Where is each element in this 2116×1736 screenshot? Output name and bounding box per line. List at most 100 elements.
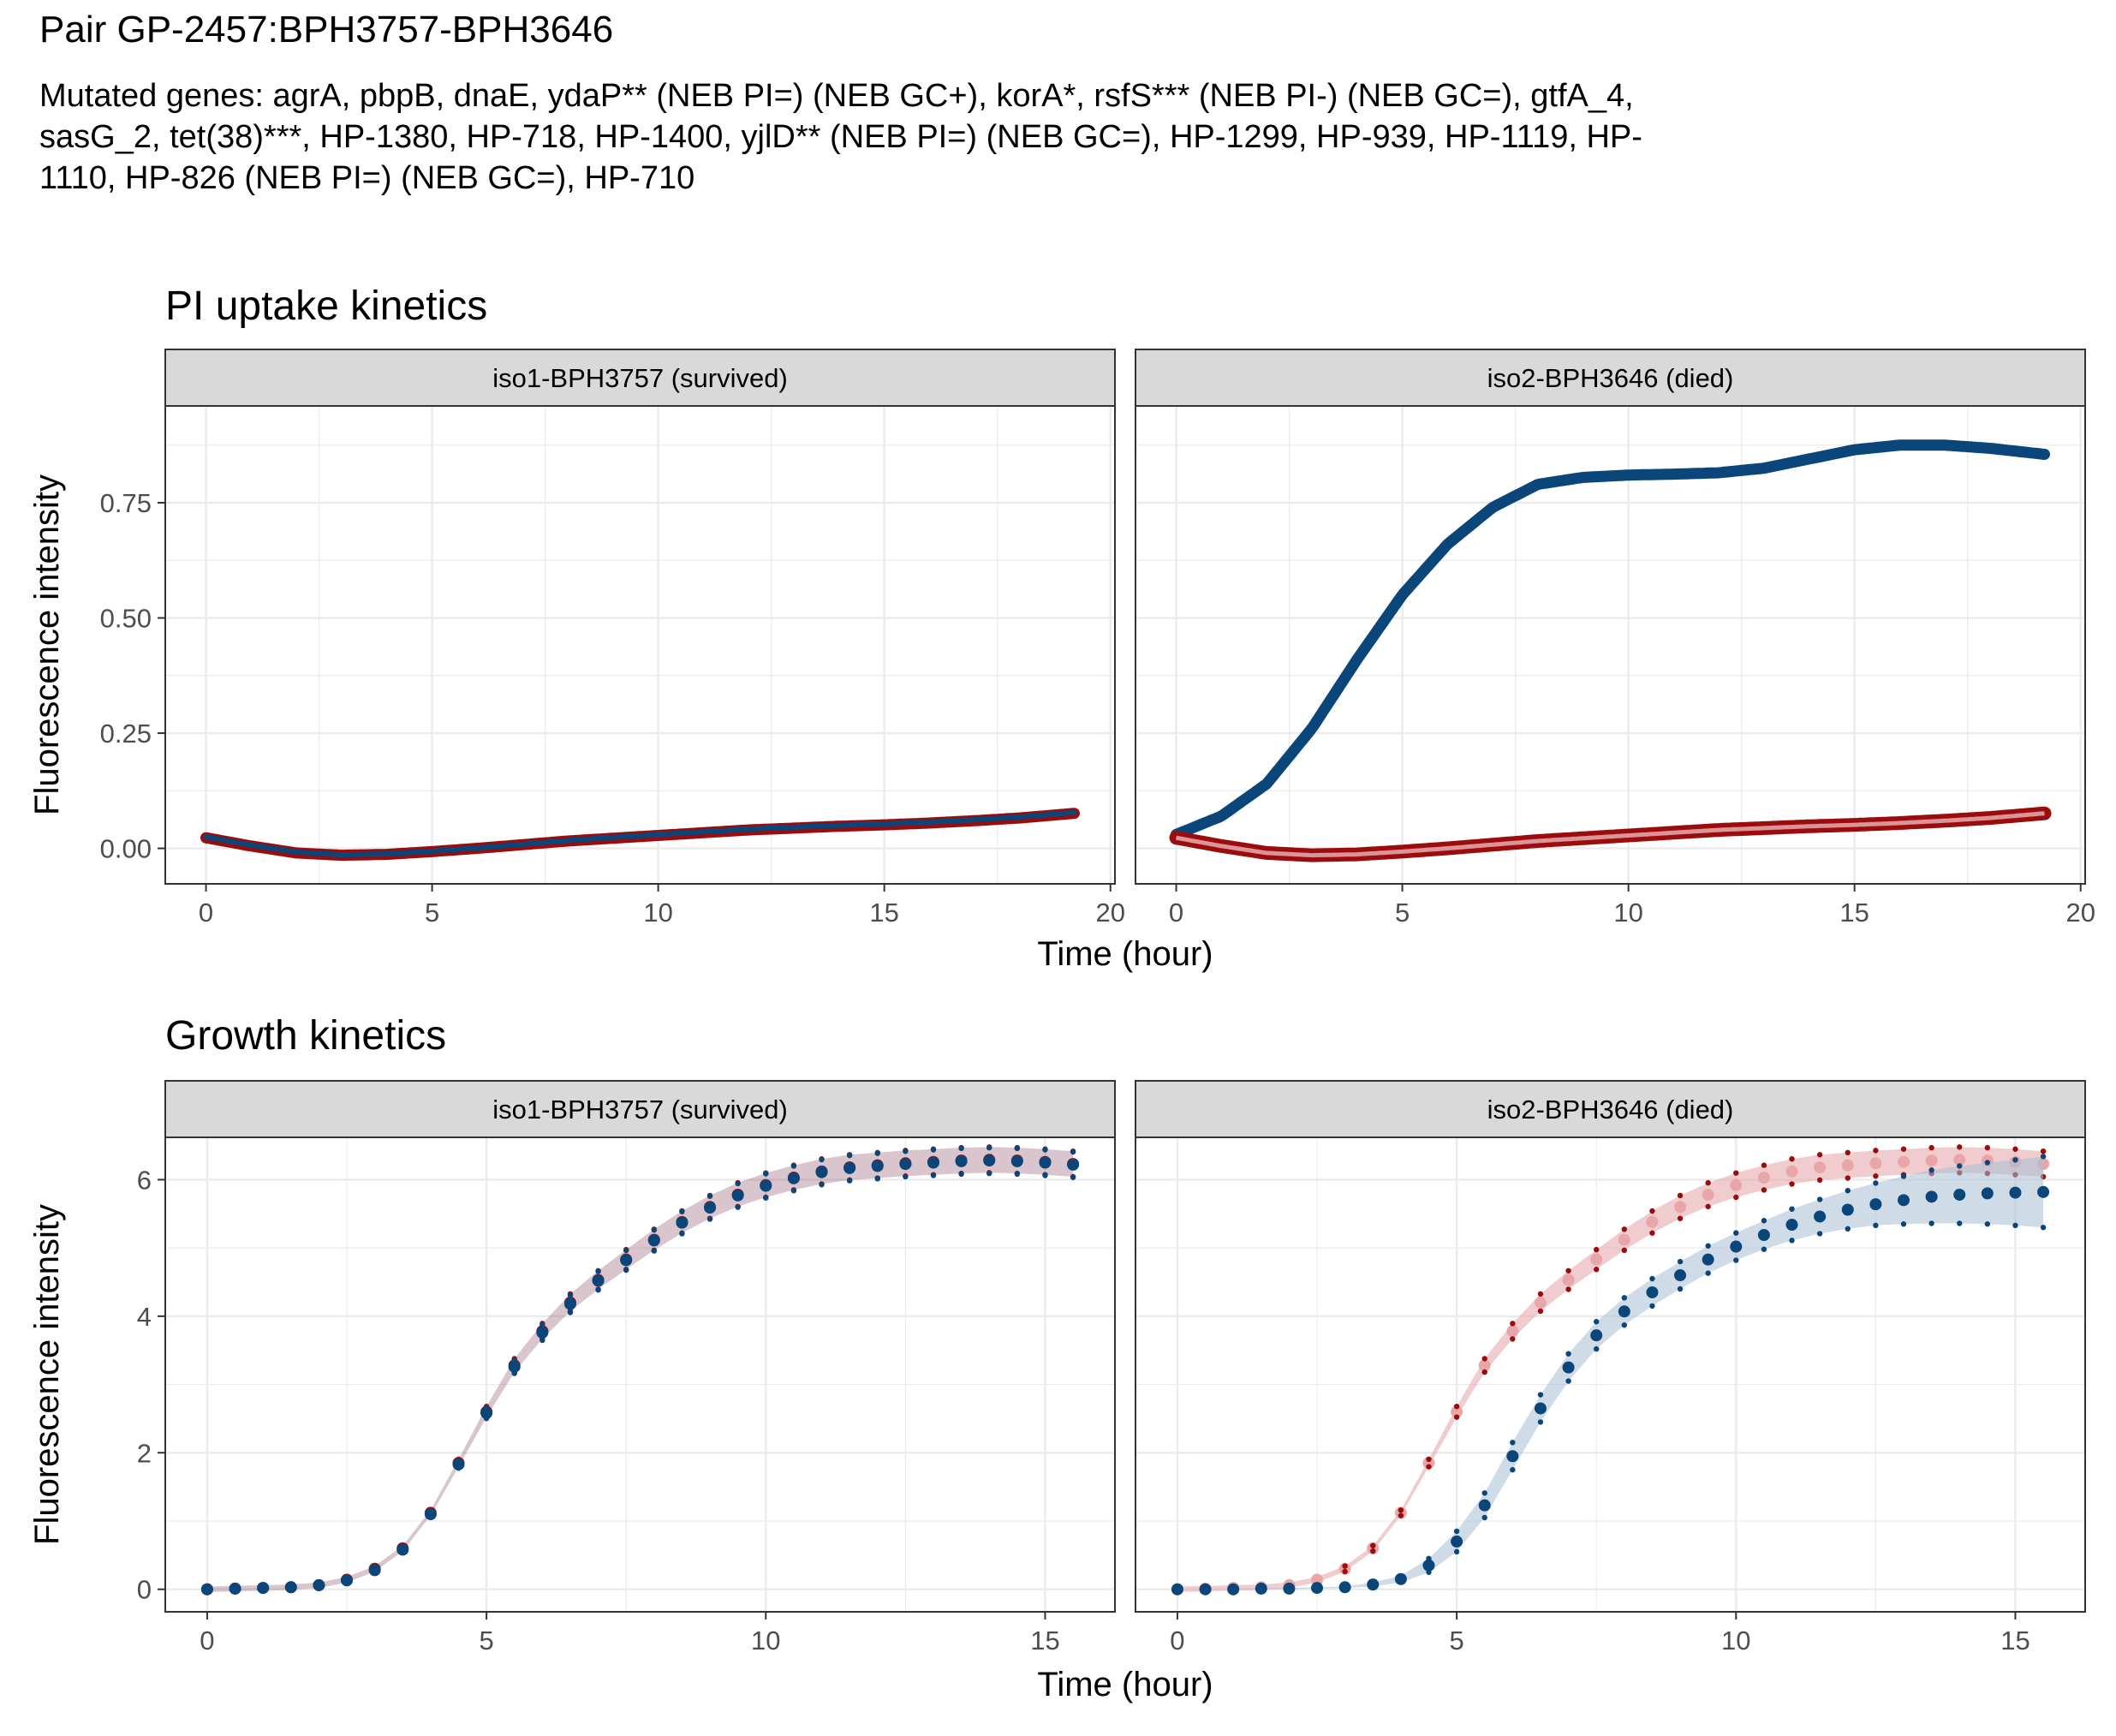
replicate-point xyxy=(1453,1548,1460,1555)
replicate-point xyxy=(706,1216,713,1222)
data-point xyxy=(1478,1499,1491,1512)
data-point xyxy=(257,1582,270,1595)
data-point xyxy=(1311,1582,1324,1595)
replicate-point xyxy=(1928,1144,1934,1151)
data-point xyxy=(1478,1359,1491,1372)
replicate-point xyxy=(903,1173,909,1180)
data-point xyxy=(1730,1178,1743,1191)
replicate-point xyxy=(1845,1226,1851,1232)
replicate-point xyxy=(930,1147,937,1153)
replicate-point xyxy=(1342,1568,1348,1575)
replicate-point xyxy=(456,1465,462,1471)
replicate-point xyxy=(1593,1345,1600,1352)
replicate-point xyxy=(1677,1215,1684,1221)
data-point xyxy=(1841,1159,1854,1172)
data-point xyxy=(983,1154,996,1167)
replicate-point xyxy=(1426,1555,1432,1562)
replicate-point xyxy=(623,1247,629,1254)
replicate-point xyxy=(456,1458,462,1464)
replicate-point xyxy=(1537,1419,1544,1425)
replicate-point xyxy=(651,1226,658,1233)
replicate-point xyxy=(1481,1514,1487,1521)
replicate-point xyxy=(427,1508,434,1515)
data-point xyxy=(1618,1305,1630,1318)
replicate-point xyxy=(1900,1221,1907,1227)
replicate-point xyxy=(1677,1192,1684,1199)
data-point xyxy=(1897,1155,1910,1168)
replicate-point xyxy=(1537,1308,1544,1315)
replicate-point xyxy=(1342,1563,1348,1569)
x-tick-label: 5 xyxy=(425,898,439,928)
replicate-point xyxy=(1565,1268,1571,1274)
data-point xyxy=(1367,1578,1380,1591)
data-point xyxy=(1869,1157,1882,1170)
data-point xyxy=(704,1202,717,1214)
panel-border xyxy=(1135,405,2086,885)
replicate-point xyxy=(1761,1187,1767,1193)
data-point xyxy=(1283,1582,1296,1595)
x-tick-label: 15 xyxy=(1030,1626,1059,1655)
data-point xyxy=(731,1189,744,1202)
x-tick-label: 10 xyxy=(751,1626,780,1655)
replicate-point xyxy=(986,1144,992,1151)
y-tick-label: 0.25 xyxy=(100,719,152,749)
x-axis-title: Time (hour) xyxy=(1037,1666,1213,1703)
replicate-point xyxy=(1510,1466,1516,1473)
data-point xyxy=(1255,1582,1267,1595)
facet-strip xyxy=(1135,1080,2086,1138)
replicate-point xyxy=(1621,1322,1628,1328)
data-point xyxy=(1757,1172,1770,1184)
data-point xyxy=(1422,1457,1435,1470)
data-point xyxy=(1925,1154,1938,1167)
data-point xyxy=(760,1179,772,1192)
replicate-point xyxy=(1042,1172,1048,1178)
replicate-point xyxy=(1733,1257,1739,1263)
x-tick-label: 5 xyxy=(1395,898,1410,928)
replicate-point xyxy=(1957,1220,1963,1226)
replicate-point xyxy=(1565,1351,1571,1357)
replicate-point xyxy=(567,1309,574,1315)
replicate-point xyxy=(1398,1512,1404,1518)
data-point xyxy=(1953,1188,1966,1201)
replicate-point xyxy=(1070,1174,1076,1180)
replicate-point xyxy=(1845,1175,1851,1181)
data-point xyxy=(1785,1165,1798,1178)
data-point xyxy=(1702,1253,1714,1266)
panel-border xyxy=(1135,1136,2086,1613)
replicate-point xyxy=(1510,1336,1516,1342)
plot-background xyxy=(165,1137,1115,1612)
replicate-point xyxy=(958,1171,964,1178)
replicate-point xyxy=(1761,1162,1767,1168)
data-point xyxy=(843,1161,856,1174)
replicate-point xyxy=(1761,1218,1767,1224)
replicate-point xyxy=(679,1231,685,1237)
data-point xyxy=(1039,1156,1052,1169)
replicate-point xyxy=(1621,1295,1628,1301)
x-tick-label: 15 xyxy=(2000,1626,2030,1655)
replicate-point xyxy=(846,1152,853,1159)
facet-panel: iso1-BPH3757 (survived) 0 5 10 15 20 0.00 0.25 0… xyxy=(100,349,1125,928)
x-tick-label: 0 xyxy=(1170,1626,1184,1655)
replicate-point xyxy=(1426,1569,1432,1575)
replicate-point xyxy=(1014,1171,1021,1178)
data-point xyxy=(1814,1210,1827,1223)
y-axis-title: Fluorescence intensity xyxy=(28,474,66,815)
data-point xyxy=(1562,1361,1575,1374)
replicate-point xyxy=(958,1145,964,1152)
data-point xyxy=(1534,1296,1547,1309)
replicate-point xyxy=(1510,1321,1516,1327)
replicate-point xyxy=(1042,1147,1048,1153)
replicate-point xyxy=(2012,1157,2018,1163)
replicate-point xyxy=(372,1564,378,1571)
data-point xyxy=(1925,1190,1938,1203)
replicate-point xyxy=(874,1150,880,1156)
plot-background xyxy=(1135,406,2085,884)
replicate-point xyxy=(679,1208,685,1214)
y-tick-label: 0.00 xyxy=(100,834,152,864)
data-point xyxy=(1311,1573,1324,1586)
data-point xyxy=(927,1156,939,1169)
figure-title: Pair GP-2457:BPH3757-BPH3646 xyxy=(39,9,614,51)
replicate-point xyxy=(651,1248,658,1254)
series-line-highlight xyxy=(1176,811,2045,858)
x-tick-label: 15 xyxy=(1839,898,1869,928)
